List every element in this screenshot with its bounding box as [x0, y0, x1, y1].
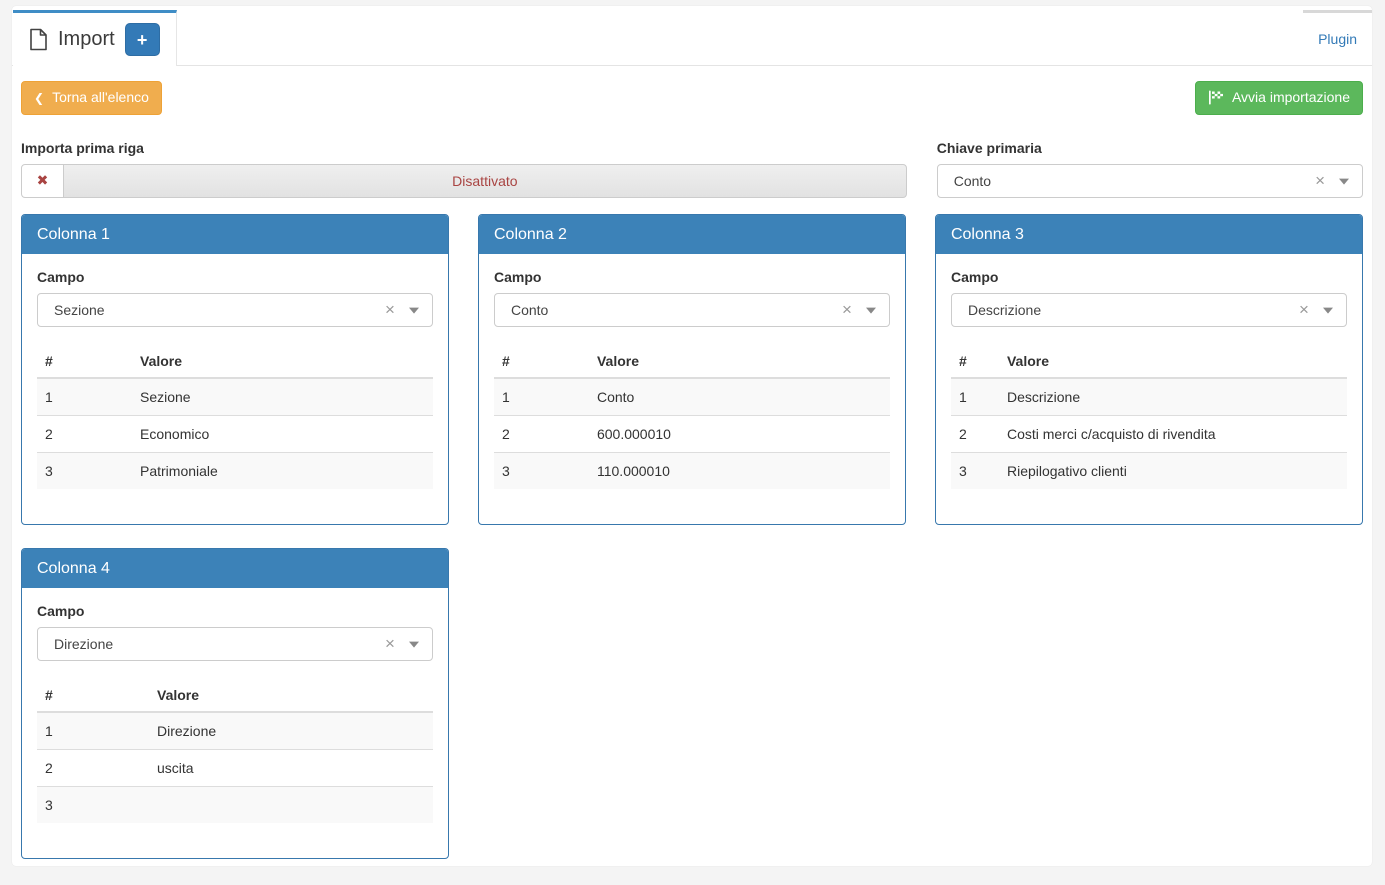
values-table-3: # Valore 1 Descrizione 2 Costi merci c/acq… [950, 345, 1347, 490]
toolbar: ❮ Torna all'elenco Avvia i [21, 81, 1363, 115]
chevron-down-icon[interactable] [1322, 307, 1333, 314]
col-header-num: # [37, 345, 132, 380]
field-label: Campo [950, 269, 999, 286]
field-select-2[interactable]: Conto × [493, 293, 890, 328]
table-row: 2 Economico [37, 414, 433, 453]
chevron-down-icon[interactable] [865, 307, 876, 314]
panel-body-3: Campo Descrizione × # Valore 1 Descrizion… [936, 254, 1362, 524]
plus-icon: + [136, 29, 148, 50]
col-header-value: Valore [998, 345, 1347, 380]
panels-row-2: Colonna 4 Campo Direzione × # Valore [21, 548, 1363, 860]
column-panel-1: Colonna 1 Campo Sezione × # Valore [21, 213, 449, 526]
column-panel-4: Colonna 4 Campo Direzione × # Valore [21, 548, 449, 860]
col-header-value: Valore [132, 345, 433, 380]
table-row: 2 600.000010 [493, 414, 890, 453]
chevron-down-icon[interactable] [408, 641, 419, 648]
col-header-value: Valore [149, 679, 433, 714]
add-column-button[interactable]: + [124, 23, 160, 56]
panel-title-2: Colonna 2 [478, 214, 905, 255]
values-table-2: # Valore 1 Conto 2 600.000010 3 110.000010 [493, 345, 890, 490]
clear-icon[interactable]: × [385, 300, 395, 320]
tab-plugin[interactable]: Plugin [1303, 10, 1372, 65]
first-row-toggle[interactable]: ✖ Disattivato [21, 163, 907, 198]
field-select-4[interactable]: Direzione × [37, 627, 433, 662]
col-header-value: Valore [588, 345, 890, 380]
table-row: 3 Patrimoniale [37, 451, 433, 490]
table-row: 1 Descrizione [950, 377, 1347, 416]
table-row: 3 [37, 785, 433, 824]
panel-title-1: Colonna 1 [22, 214, 448, 255]
field-select-3-value: Descrizione [967, 302, 1042, 319]
col-header-num: # [493, 345, 589, 380]
clear-icon[interactable]: × [1315, 171, 1325, 191]
field-select-1-value: Sezione [54, 302, 105, 319]
tab-content: ❮ Torna all'elenco Avvia i [12, 66, 1372, 884]
values-table-1: # Valore 1 Sezione 2 Economico 3 Patrimonia… [37, 345, 433, 490]
panel-body-4: Campo Direzione × # Valore 1 Direzione [22, 588, 448, 858]
field-select-4-value: Direzione [54, 636, 114, 653]
chevron-left-icon: ❮ [34, 90, 45, 105]
table-row: 1 Direzione [37, 711, 433, 750]
table-row: 3 110.000010 [493, 451, 890, 490]
main-container: Import + Plugin ❮ Torna all'elenco [12, 6, 1372, 866]
toggle-state-label: Disattivato [452, 172, 518, 189]
panel-title-3: Colonna 3 [935, 214, 1362, 255]
primary-key-section: Chiave primaria Conto × [936, 139, 1363, 198]
tab-plugin-label[interactable]: Plugin [1318, 31, 1357, 47]
table-row: 1 Conto [493, 377, 890, 416]
toggle-track[interactable]: Disattivato [64, 165, 906, 197]
x-mark-icon: ✖ [36, 172, 49, 189]
primary-key-value: Conto [953, 172, 992, 189]
column-panel-3: Colonna 3 Campo Descrizione × # Valore [934, 213, 1363, 526]
panel-title-4: Colonna 4 [22, 549, 448, 589]
values-table-4: # Valore 1 Direzione 2 uscita 3 [37, 679, 433, 824]
toggle-handle[interactable]: ✖ [22, 164, 64, 197]
back-button-label: Torna all'elenco [52, 89, 149, 105]
primary-key-select[interactable]: Conto × [936, 163, 1363, 198]
flag-checkered-icon [1208, 90, 1224, 105]
field-label: Campo [37, 603, 85, 620]
primary-key-label: Chiave primaria [936, 139, 1042, 156]
start-import-label: Avvia importazione [1231, 89, 1350, 105]
field-select-1[interactable]: Sezione × [37, 293, 433, 328]
field-label: Campo [37, 269, 85, 286]
col-header-num: # [37, 679, 149, 714]
table-row: 2 uscita [37, 748, 433, 787]
field-select-2-value: Conto [510, 302, 549, 319]
chevron-down-icon[interactable] [408, 307, 419, 314]
back-to-list-button[interactable]: ❮ Torna all'elenco [21, 81, 162, 115]
table-row: 2 Costi merci c/acquisto di rivendita [950, 414, 1347, 453]
first-row-label: Importa prima riga [21, 139, 144, 156]
first-row-section: Importa prima riga ✖ Disattivato [21, 140, 907, 198]
chevron-down-icon[interactable] [1339, 178, 1349, 185]
field-label: Campo [493, 269, 542, 286]
tab-import-label: Import [58, 28, 115, 50]
panel-body-1: Campo Sezione × # Valore 1 Sezione 2 [22, 254, 448, 524]
tab-import[interactable]: Import + [13, 10, 177, 66]
panel-body-2: Campo Conto × # Valore 1 Conto 2 600. [479, 254, 905, 524]
clear-icon[interactable]: × [385, 634, 395, 654]
controls-row: Importa prima riga ✖ Disattivato Chiave … [21, 140, 1363, 198]
column-panel-2: Colonna 2 Campo Conto × # Valore [477, 213, 906, 526]
panels-row-1: Colonna 1 Campo Sezione × # Valore [21, 213, 1363, 526]
table-row: 1 Sezione [37, 377, 433, 416]
col-header-num: # [950, 345, 999, 380]
clear-icon[interactable]: × [1299, 300, 1309, 320]
tab-bar: Import + Plugin [12, 6, 1372, 66]
tab-bar-spacer [177, 10, 1303, 65]
start-import-button[interactable]: Avvia importazione [1194, 81, 1363, 115]
file-icon [29, 28, 48, 51]
clear-icon[interactable]: × [842, 300, 852, 320]
field-select-3[interactable]: Descrizione × [950, 293, 1347, 328]
table-row: 3 Riepilogativo clienti [950, 451, 1347, 490]
